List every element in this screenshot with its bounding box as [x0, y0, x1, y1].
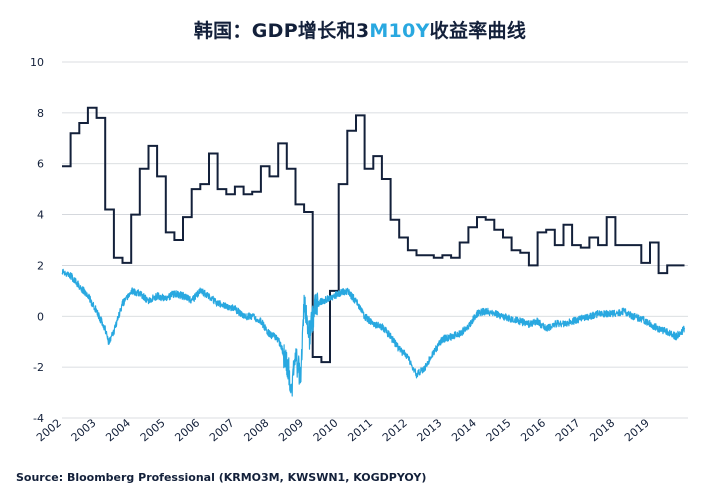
x-tick-label: 2009 [276, 416, 306, 444]
y-tick-label: 0 [37, 310, 44, 323]
x-tick-label: 2013 [415, 416, 445, 444]
x-tick-label: 2003 [69, 416, 99, 444]
x-tick-label: 2016 [518, 416, 548, 444]
x-tick-label: 2018 [587, 416, 617, 444]
gdp-growth-line [62, 106, 685, 364]
x-tick-label: 2006 [172, 416, 202, 444]
x-tick-label: 2008 [242, 416, 272, 444]
y-tick-label: 2 [37, 259, 44, 272]
x-tick-label: 2019 [622, 416, 652, 444]
y-tick-label: -4 [33, 412, 44, 425]
x-tick-label: 2017 [553, 416, 583, 444]
yield-curve-line [61, 268, 686, 397]
x-tick-label: 2004 [103, 416, 133, 444]
x-tick-label: 2005 [138, 416, 168, 444]
y-tick-label: 10 [30, 56, 44, 69]
y-tick-label: 8 [37, 107, 44, 120]
x-tick-label: 2010 [311, 416, 341, 444]
y-tick-label: -2 [33, 361, 44, 374]
x-tick-label: 2014 [449, 416, 479, 444]
y-tick-label: 4 [37, 209, 44, 222]
x-tick-label: 2011 [345, 416, 375, 444]
x-tick-label: 2015 [484, 416, 514, 444]
x-tick-label: 2012 [380, 416, 410, 444]
y-tick-label: 6 [37, 158, 44, 171]
chart-title: 韩国：GDP增长和3M10Y收益率曲线 [193, 20, 527, 42]
x-tick-label: 2007 [207, 416, 237, 444]
source-note: Source: Bloomberg Professional (KRMO3M, … [16, 471, 427, 484]
